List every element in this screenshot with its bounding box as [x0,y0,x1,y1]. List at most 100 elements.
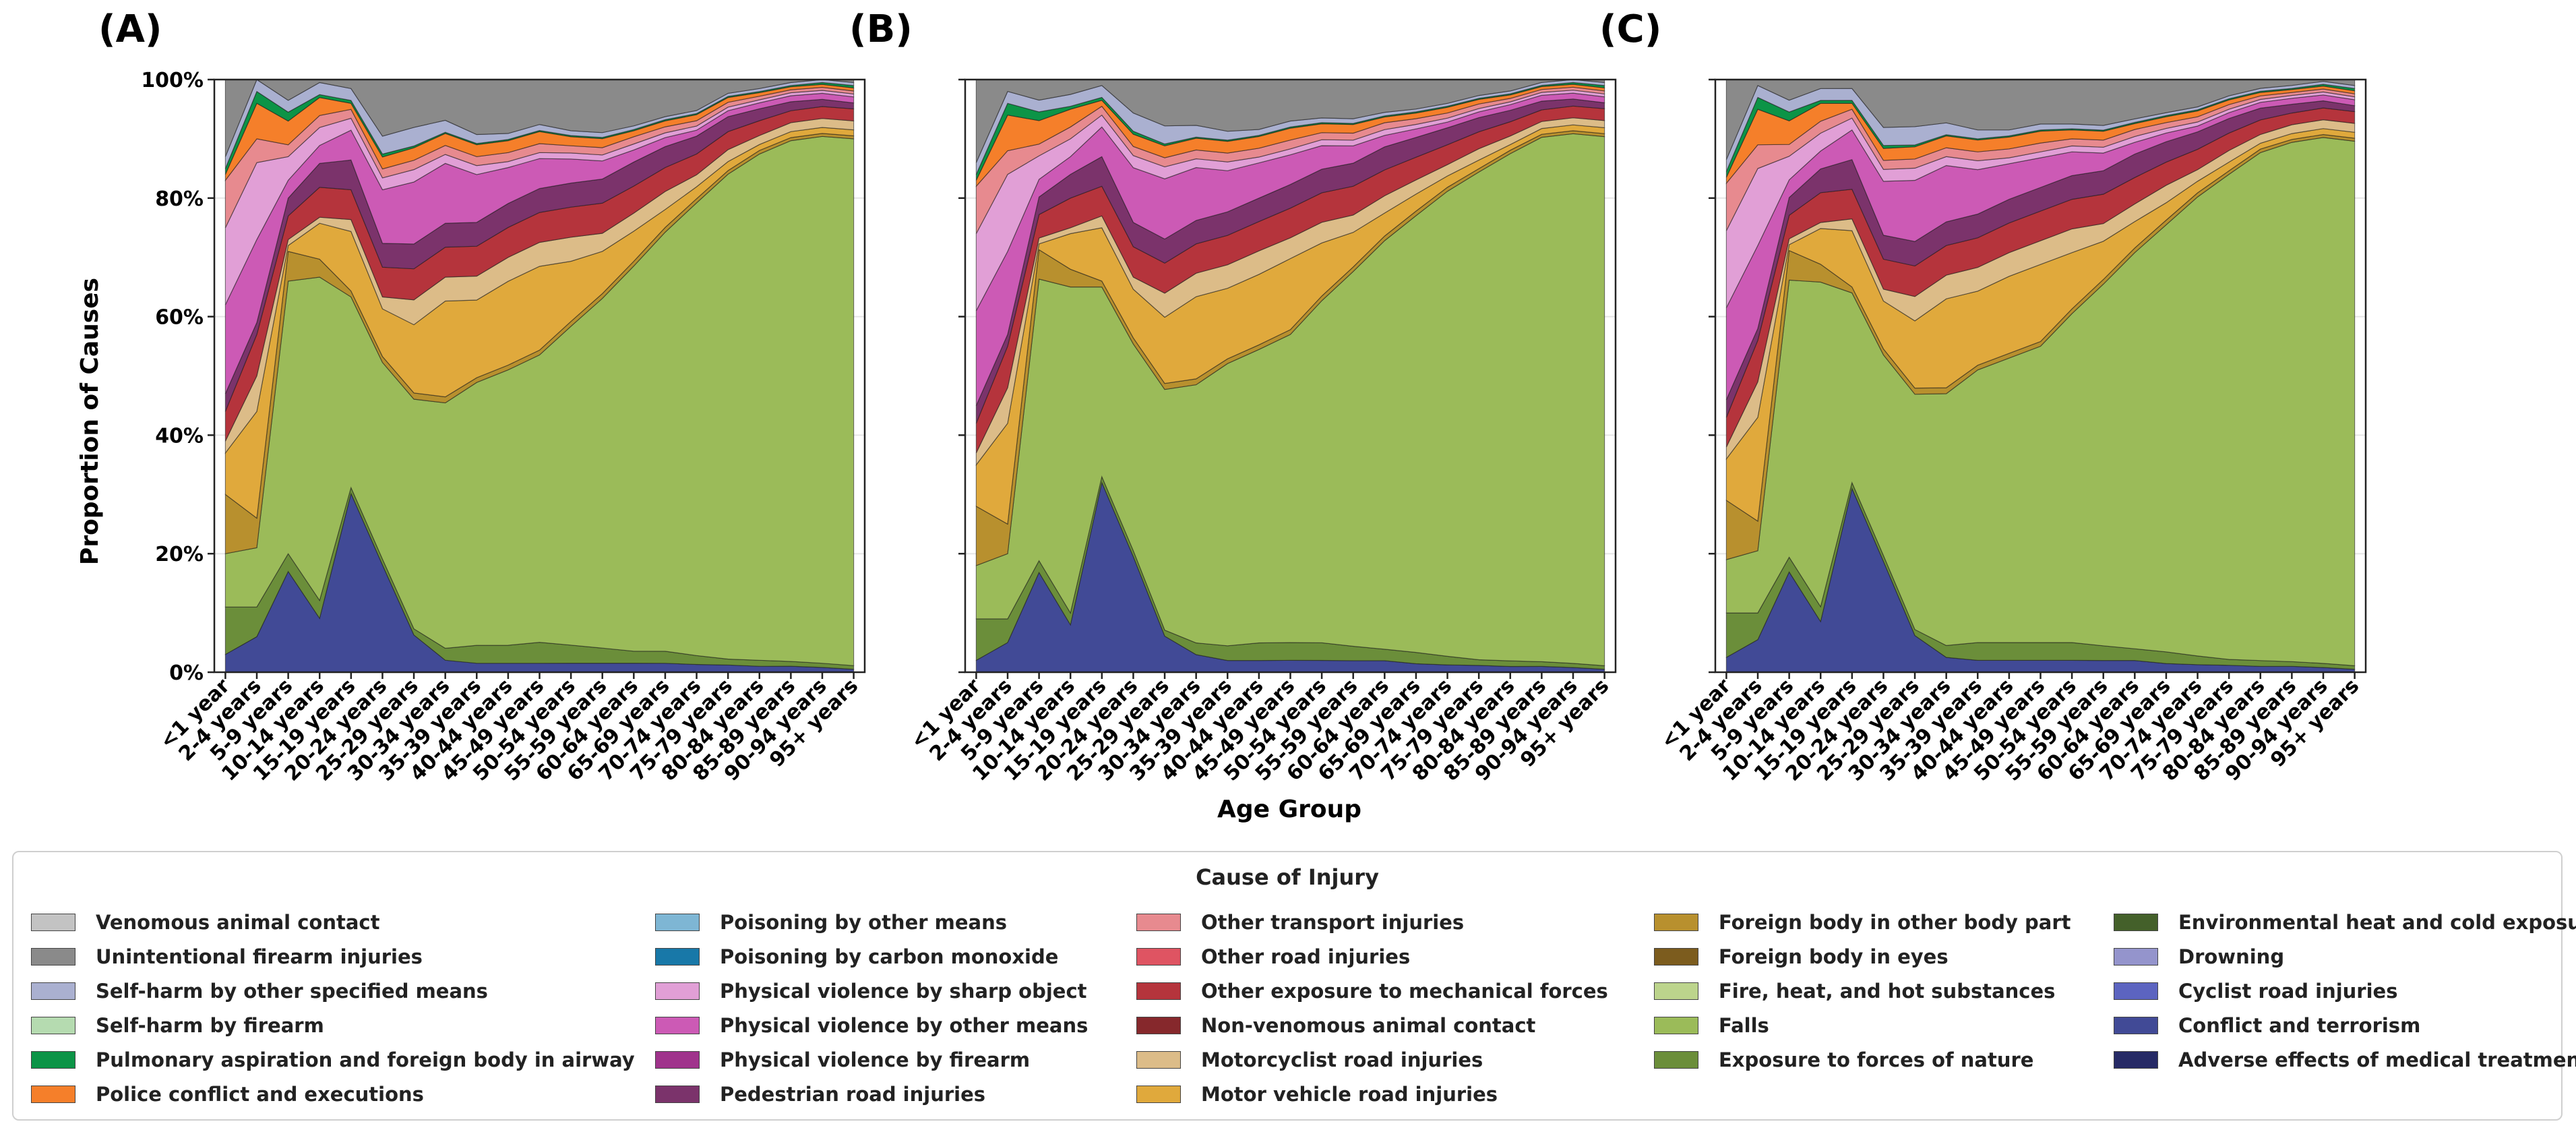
legend-entry: Self-harm by other specified means [31,974,635,1008]
legend-swatch [655,913,700,931]
legend-swatch [2114,1050,2158,1069]
legend-entry: Venomous animal contact [31,905,635,939]
panel-letter: (A) [98,7,162,51]
y-tick-label: 0% [169,661,204,685]
legend-swatch [31,1085,75,1103]
y-tick-label: 100% [141,69,204,92]
legend-entry: Non-venomous animal contact [1136,1008,1608,1042]
legend-swatch [1654,1016,1698,1034]
legend-entry: Adverse effects of medical treatment [2114,1042,2576,1077]
legend-entry: Pulmonary aspiration and foreign body in… [31,1042,635,1077]
legend-label: Exposure to forces of nature [1719,1048,2034,1071]
legend-label: Pedestrian road injuries [720,1082,986,1106]
y-tick-label: 80% [155,187,204,211]
legend-entry: Physical violence by sharp object [655,974,1088,1008]
panel-letter: (C) [1599,7,1661,51]
legend-swatch [1136,947,1181,966]
legend-label: Other road injuries [1201,945,1411,968]
legend-swatch [655,982,700,1000]
legend-swatch [2114,1016,2158,1034]
legend-swatch [655,1085,700,1103]
legend-entry: Other transport injuries [1136,905,1608,939]
legend-label: Adverse effects of medical treatment [2178,1048,2576,1071]
legend-grid: Venomous animal contact Unintentional fir… [31,905,2576,1112]
legend-label: Physical violence by firearm [720,1048,1031,1071]
legend-entry: Self-harm by firearm [31,1008,635,1042]
legend-column: Other transport injuries Other road injur… [1136,905,1608,1111]
legend-label: Non-venomous animal contact [1201,1013,1536,1037]
legend-swatch [31,1050,75,1069]
legend-label: Other exposure to mechanical forces [1201,979,1608,1003]
legend-swatch [1654,913,1698,931]
legend-entry: Falls [1654,1008,2071,1042]
legend-label: Police conflict and executions [96,1082,424,1106]
legend-label: Foreign body in eyes [1719,945,1949,968]
legend-swatch [31,913,75,931]
legend-label: Poisoning by carbon monoxide [720,945,1059,968]
legend-label: Motorcyclist road injuries [1201,1048,1483,1071]
legend-label: Pulmonary aspiration and foreign body in… [96,1048,635,1071]
legend-label: Fire, heat, and hot substances [1719,979,2056,1003]
legend-label: Falls [1719,1013,1769,1037]
legend-entry: Exposure to forces of nature [1654,1042,2071,1077]
legend-label: Physical violence by other means [720,1013,1088,1037]
legend-column: Venomous animal contact Unintentional fir… [31,905,635,1111]
legend-label: Drowning [2178,945,2285,968]
legend-entry: Physical violence by other means [655,1008,1088,1042]
legend-swatch [655,1050,700,1069]
legend-entry: Other road injuries [1136,939,1608,974]
legend-label: Self-harm by other specified means [96,979,488,1003]
legend-entry: Foreign body in eyes [1654,939,2071,974]
legend-label: Foreign body in other body part [1719,910,2071,934]
legend-swatch [31,1016,75,1034]
legend-label: Motor vehicle road injuries [1201,1082,1498,1106]
legend-label: Conflict and terrorism [2178,1013,2421,1037]
legend-swatch [2114,947,2158,966]
legend-swatch [1136,982,1181,1000]
legend-entry: Poisoning by other means [655,905,1088,939]
legend-label: Physical violence by sharp object [720,979,1087,1003]
legend-entry: Pedestrian road injuries [655,1077,1088,1111]
legend-title: Cause of Injury [1196,864,1379,890]
y-tick-label: 60% [155,306,204,330]
legend-swatch [2114,913,2158,931]
legend-entry: Poisoning by carbon monoxide [655,939,1088,974]
legend-label: Self-harm by firearm [96,1013,324,1037]
legend-entry: Fire, heat, and hot substances [1654,974,2071,1008]
legend-label: Other transport injuries [1201,910,1465,934]
legend-label: Poisoning by other means [720,910,1008,934]
legend-label: Cyclist road injuries [2178,979,2398,1003]
y-tick-label: 20% [155,543,204,566]
y-tick-label: 40% [155,424,204,448]
legend-column: Poisoning by other means Poisoning by car… [655,905,1088,1111]
legend-entry: Physical violence by firearm [655,1042,1088,1077]
legend-label: Unintentional firearm injuries [96,945,423,968]
legend-entry: Police conflict and executions [31,1077,635,1111]
legend-swatch [1654,1050,1698,1069]
legend-label: Venomous animal contact [96,910,380,934]
legend-swatch [2114,982,2158,1000]
panel-letter: (B) [849,7,913,51]
legend-entry: Unintentional firearm injuries [31,939,635,974]
x-axis-title: Age Group [1217,796,1361,823]
legend-swatch [1654,982,1698,1000]
legend-entry: Motor vehicle road injuries [1136,1077,1608,1111]
legend-column: Environmental heat and cold exposure Drow… [2114,905,2576,1077]
legend: Cause of Injury Venomous animal contact U… [12,851,2576,1121]
legend-column: Foreign body in other body part Foreign b… [1654,905,2071,1077]
legend-entry: Cyclist road injuries [2114,974,2576,1008]
legend-swatch [655,1016,700,1034]
legend-entry: Conflict and terrorism [2114,1008,2576,1042]
legend-swatch [31,947,75,966]
legend-entry: Other exposure to mechanical forces [1136,974,1608,1008]
legend-swatch [1136,1050,1181,1069]
legend-swatch [1136,1085,1181,1103]
legend-entry: Motorcyclist road injuries [1136,1042,1608,1077]
legend-entry: Foreign body in other body part [1654,905,2071,939]
legend-swatch [655,947,700,966]
y-axis-title: Proportion of Causes [76,278,104,565]
